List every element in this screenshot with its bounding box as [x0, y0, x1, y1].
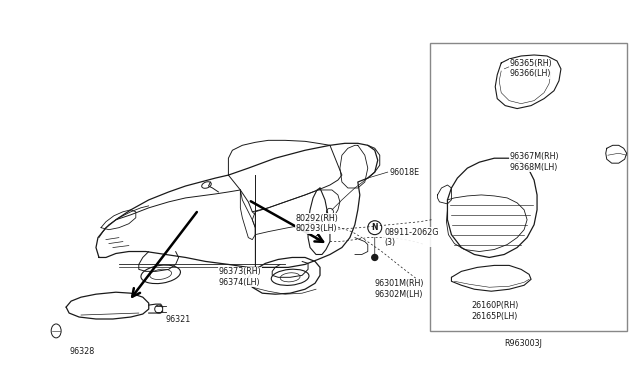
Text: 96301M(RH)
96302M(LH): 96301M(RH) 96302M(LH) — [375, 279, 424, 299]
Text: 96365(RH)
96366(LH): 96365(RH) 96366(LH) — [509, 59, 552, 78]
Text: 96367M(RH)
96368M(LH): 96367M(RH) 96368M(LH) — [509, 152, 559, 171]
Text: 96321: 96321 — [166, 315, 191, 324]
Text: 80292(RH)
80293(LH): 80292(RH) 80293(LH) — [295, 214, 338, 233]
Text: N: N — [371, 223, 378, 232]
Bar — [429, 43, 627, 331]
Text: 96328: 96328 — [69, 347, 94, 356]
Text: 08911-2062G
(3): 08911-2062G (3) — [385, 228, 439, 247]
Text: 96018E: 96018E — [390, 168, 420, 177]
Text: R963003J: R963003J — [504, 339, 542, 348]
Text: 26160P(RH)
26165P(LH): 26160P(RH) 26165P(LH) — [471, 301, 518, 321]
Text: 96373(RH)
96374(LH): 96373(RH) 96374(LH) — [218, 267, 261, 287]
Circle shape — [372, 254, 378, 260]
